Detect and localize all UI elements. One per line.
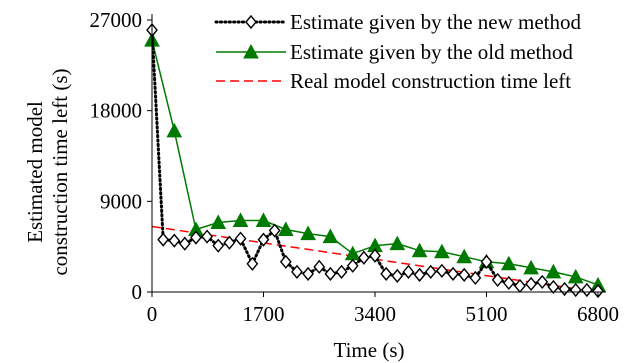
data-point-s0-37 [558,281,571,297]
data-point-s0-15 [313,259,326,274]
data-point-s1-12 [411,242,428,258]
legend-swatch-marker-0 [245,14,257,30]
data-point-s1-16 [500,255,517,271]
data-point-s0-32 [502,275,515,291]
data-point-s1-4 [232,212,249,227]
data-point-s0-27 [447,266,459,281]
legend: Estimate given by the new method Estimate… [214,10,582,93]
data-point-s1-13 [434,243,450,259]
data-point-s0-36 [547,279,560,295]
data-point-s1-19 [567,268,584,284]
data-point-s0-2 [168,233,181,248]
data-point-s1-5 [255,212,272,227]
data-point-s0-7 [223,235,236,250]
data-point-s0-16 [324,266,337,281]
data-point-s0-19 [357,250,370,265]
data-point-s0-24 [413,267,426,282]
data-point-s1-8 [322,228,339,244]
x-tick-label-0: 0 [147,302,158,326]
x-tick-label-1: 1700 [243,302,285,326]
data-point-s1-1 [166,122,183,138]
data-point-s0-35 [536,274,549,290]
y-tick-label-2: 18000 [90,99,143,123]
data-point-s0-38 [569,282,582,298]
data-point-s1-6 [277,221,294,237]
data-point-s0-3 [178,236,191,251]
data-point-s1-9 [344,245,361,261]
legend-swatch-marker-1 [243,43,259,59]
data-point-s1-17 [523,259,539,275]
y-axis-title-line1: Estimated model [23,101,47,243]
data-point-s1-7 [300,225,316,241]
data-point-s0-28 [458,267,471,282]
data-point-s0-20 [369,248,381,263]
y-tick-label-0: 0 [132,280,143,304]
data-point-s0-33 [514,278,526,294]
data-point-s0-29 [469,270,482,285]
x-tick-label-3: 5100 [466,302,508,326]
y-tick-label-3: 27000 [90,8,143,32]
x-tick-label-2: 3400 [354,302,396,326]
data-point-s0-31 [491,272,504,288]
data-point-s0-25 [424,264,437,279]
data-point-s0-9 [246,256,259,271]
data-point-s0-13 [291,264,303,279]
data-point-s0-26 [435,263,448,278]
legend-label-0: Estimate given by the new method [290,10,582,34]
data-point-s0-34 [525,276,538,292]
data-point-s0-10 [257,232,270,247]
data-point-s0-4 [190,230,202,245]
data-point-s0-23 [402,264,415,279]
data-point-s0-39 [580,282,593,298]
data-point-s0-21 [380,266,393,281]
data-point-s1-3 [210,214,227,229]
y-tick-label-1: 9000 [100,189,142,213]
data-point-s0-11 [268,223,281,238]
data-point-s0-5 [201,229,214,244]
x-tick-label-4: 6800 [577,302,619,326]
legend-label-2: Real model construction time left [290,69,571,93]
data-point-s0-1 [157,232,170,247]
data-point-s0-14 [302,266,315,281]
data-point-s0-12 [279,254,292,269]
data-point-s1-11 [389,235,406,251]
data-point-s0-18 [346,258,359,273]
data-point-s0-22 [391,268,404,283]
x-axis-title: Time (s) [334,338,405,362]
data-point-s0-30 [480,254,493,269]
y-axis-title-line2: construction time left (s) [48,68,72,275]
data-point-s1-14 [456,248,473,264]
data-point-s0-17 [335,264,348,279]
data-point-s1-18 [545,263,562,279]
data-point-s0-6 [212,238,225,253]
legend-label-1: Estimate given by the old method [290,40,573,64]
data-point-s0-8 [234,231,247,246]
